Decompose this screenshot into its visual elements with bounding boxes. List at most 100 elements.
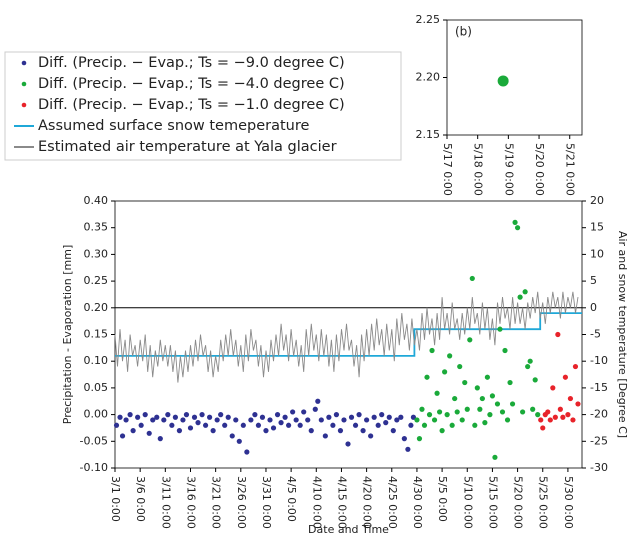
- data-point: [113, 422, 120, 428]
- y-tick-label: 2.20: [416, 71, 441, 84]
- data-point: [364, 417, 370, 423]
- x-tick-label: 3/31 0:00: [260, 476, 273, 529]
- data-point: [464, 406, 470, 412]
- legend-label: Diff. (Precip. − Evap.; Ts = −9.0 degree…: [38, 55, 345, 71]
- data-point: [386, 414, 392, 420]
- data-point: [135, 414, 141, 420]
- x-tick-label: 3/26 0:00: [235, 476, 248, 529]
- data-point: [410, 414, 417, 420]
- data-point: [447, 353, 453, 359]
- data-point: [165, 412, 171, 418]
- y-tick-label: 0.05: [84, 381, 109, 394]
- data-point: [401, 436, 407, 442]
- data-point: [146, 430, 152, 436]
- data-point: [520, 409, 526, 415]
- x-tick-label: 5/18 0:00: [472, 143, 485, 196]
- y2-tick-label: -15: [590, 381, 608, 394]
- y2-tick-label: -10: [590, 354, 608, 367]
- data-point: [538, 417, 544, 423]
- data-point: [157, 436, 163, 442]
- data-point: [195, 420, 201, 426]
- y-tick-label: 0.25: [84, 274, 109, 287]
- data-point: [337, 428, 344, 434]
- data-point: [207, 414, 213, 420]
- data-point: [479, 395, 485, 402]
- data-point: [240, 422, 246, 428]
- data-point: [572, 363, 579, 370]
- data-point: [348, 414, 355, 420]
- data-point: [150, 417, 156, 423]
- data-point: [560, 414, 566, 420]
- x-tick-label: 5/17 0:00: [441, 143, 454, 196]
- data-point: [507, 379, 513, 386]
- y2-tick-label: 15: [590, 221, 604, 234]
- data-point: [522, 289, 528, 295]
- data-point: [555, 331, 561, 338]
- x-tick-label: 5/20 0:00: [512, 476, 525, 529]
- data-point: [368, 433, 374, 439]
- x-tick-label: 5/19 0:00: [502, 143, 515, 196]
- y2-tick-label: -25: [590, 434, 608, 447]
- data-point: [452, 395, 458, 402]
- data-point: [394, 417, 400, 423]
- data-point: [270, 425, 277, 431]
- y-axis-title: Precipitation - Evaporation [mm]: [61, 245, 74, 424]
- x-tick-label: 5/20 0:00: [533, 143, 546, 196]
- data-point: [424, 374, 430, 380]
- legend-label: Assumed surface snow temeperature: [38, 118, 310, 134]
- data-point: [474, 385, 480, 391]
- data-point: [218, 412, 224, 418]
- data-point: [379, 412, 385, 418]
- data-point: [552, 414, 558, 420]
- y-tick-label: 0.00: [84, 408, 109, 421]
- data-point: [454, 409, 460, 415]
- data-point: [199, 412, 205, 418]
- data-point: [244, 449, 250, 455]
- data-point: [322, 433, 328, 439]
- data-point: [419, 406, 425, 412]
- x-tick-label: 3/1 0:00: [109, 476, 122, 522]
- data-point: [439, 428, 445, 434]
- data-point: [233, 417, 239, 423]
- x-tick-label: 4/30 0:00: [411, 476, 424, 529]
- data-point: [259, 414, 266, 420]
- data-point: [138, 422, 144, 428]
- y-tick-label: 0.15: [84, 328, 109, 341]
- data-point: [575, 401, 581, 407]
- data-point: [442, 369, 448, 375]
- data-point: [130, 428, 136, 434]
- data-point: [444, 412, 450, 418]
- data-point: [127, 412, 133, 418]
- data-point: [176, 428, 183, 434]
- data-point: [457, 363, 463, 370]
- y-tick-label: 0.30: [84, 247, 109, 260]
- data-point: [497, 75, 509, 87]
- y-tick-label: 2.15: [416, 128, 441, 141]
- legend-marker: [21, 81, 27, 87]
- data-point: [414, 417, 420, 423]
- legend-marker: [21, 60, 27, 66]
- data-point: [436, 409, 443, 415]
- data-point: [547, 417, 553, 423]
- data-point: [462, 379, 468, 386]
- data-point: [405, 446, 411, 452]
- y2-tick-label: -30: [590, 461, 608, 474]
- x-tick-label: 5/5 0:00: [436, 476, 449, 522]
- data-point: [499, 409, 506, 415]
- data-point: [459, 417, 465, 423]
- data-point: [202, 422, 209, 428]
- data-point: [183, 412, 190, 418]
- data-point: [341, 417, 347, 423]
- y-tick-label: 0.10: [84, 354, 109, 367]
- data-point: [282, 414, 288, 420]
- x-tick-label: 4/25 0:00: [386, 476, 399, 529]
- data-point: [318, 417, 324, 423]
- data-point: [356, 412, 362, 418]
- data-point: [449, 422, 455, 428]
- data-point: [305, 417, 311, 423]
- y2-tick-label: 0: [590, 301, 597, 314]
- data-point: [248, 417, 254, 423]
- x-tick-label: 3/21 0:00: [210, 476, 223, 529]
- x-tick-label: 4/5 0:00: [285, 476, 298, 522]
